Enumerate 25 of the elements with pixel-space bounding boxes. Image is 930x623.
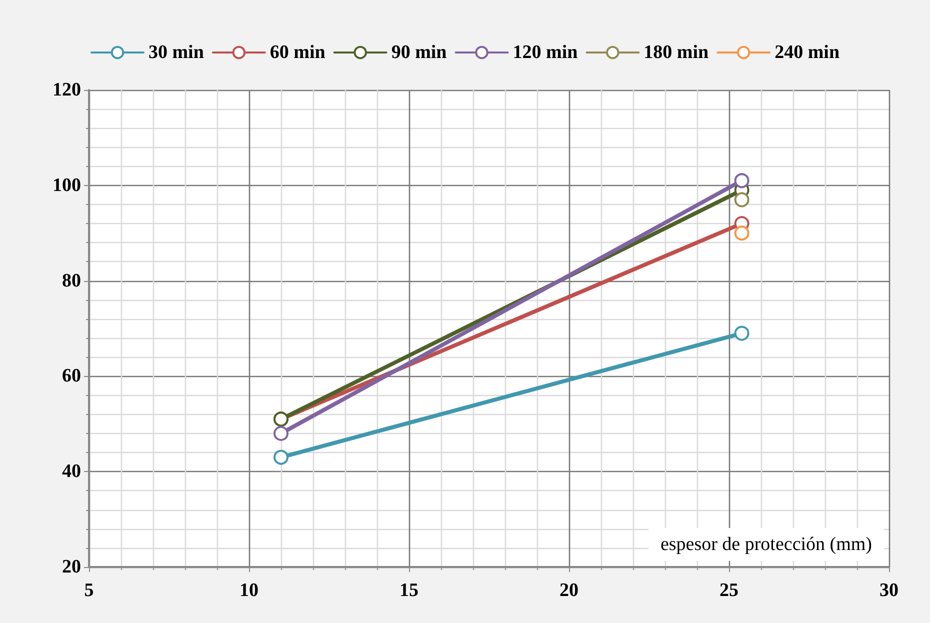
point bbox=[274, 450, 288, 465]
legend-label: 120 min bbox=[512, 42, 578, 63]
x-axis-title: espesor de protección (mm) bbox=[660, 534, 872, 555]
legend-label: 30 min bbox=[148, 42, 204, 63]
x-tick-label: 15 bbox=[400, 580, 418, 601]
x-tick-label: 25 bbox=[720, 580, 738, 601]
y-tick-label: 40 bbox=[62, 461, 81, 482]
legend-label: 60 min bbox=[270, 42, 326, 63]
y-tick-label: 80 bbox=[62, 270, 81, 292]
y-tick-label: 60 bbox=[62, 366, 81, 387]
legend-label: 180 min bbox=[644, 42, 710, 63]
x-tick-label: 20 bbox=[560, 580, 578, 601]
point bbox=[274, 426, 288, 441]
y-tick-label: 120 bbox=[52, 80, 81, 100]
x-tick-label: 5 bbox=[84, 580, 94, 601]
y-tick-label: 100 bbox=[52, 174, 81, 196]
x-tick-label: 30 bbox=[880, 580, 898, 601]
point bbox=[734, 173, 750, 188]
point bbox=[734, 326, 750, 341]
point bbox=[734, 192, 750, 208]
legend-label: 90 min bbox=[391, 42, 448, 63]
point bbox=[734, 226, 750, 241]
legend-label: 240 min bbox=[774, 42, 840, 63]
x-tick-label: 10 bbox=[240, 580, 258, 601]
y-tick-label: 20 bbox=[62, 556, 81, 578]
